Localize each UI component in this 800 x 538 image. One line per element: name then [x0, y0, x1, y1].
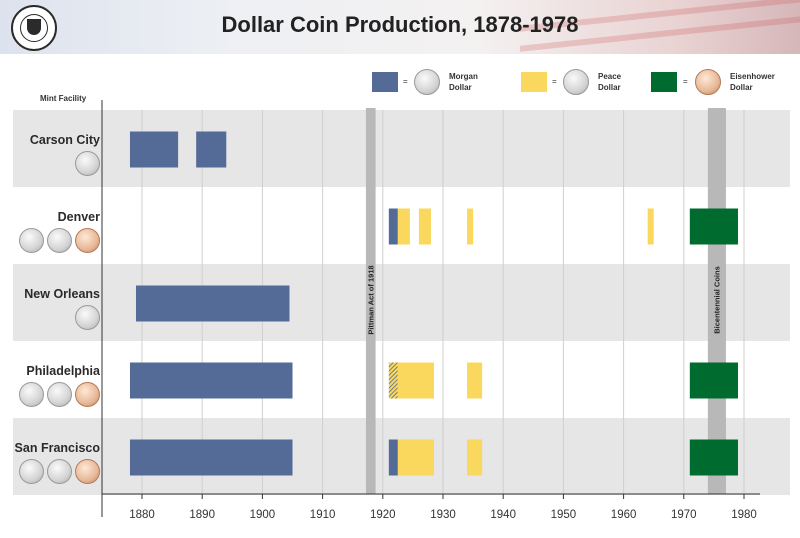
row-label: New Orleans: [24, 287, 100, 301]
row-label: Carson City: [29, 133, 100, 147]
seal-shield: [27, 19, 41, 35]
x-tick-label: 1890: [189, 509, 215, 521]
x-tick-label: 1910: [310, 509, 336, 521]
x-tick-label: 1930: [430, 509, 456, 521]
bar-morgan: [388, 208, 398, 245]
bar-peace: [467, 439, 483, 476]
bar-morgan: [135, 285, 290, 322]
copper-coin-icon: [75, 228, 100, 253]
bar-peace: [647, 208, 654, 245]
chart-title: Dollar Coin Production, 1878-1978: [221, 12, 579, 37]
morgan-coin-icon: [414, 69, 440, 95]
bar-peace: [397, 439, 434, 476]
row-coin-icons: [19, 382, 100, 408]
annotation-band: [365, 108, 376, 494]
bar-peace: [397, 208, 410, 245]
row-label: Denver: [57, 210, 100, 224]
bar-eisenhower: [689, 208, 738, 245]
legend-equals: =: [403, 77, 408, 86]
x-tick-label: 1880: [129, 509, 155, 521]
legend-label-peace-1: Peace: [598, 72, 622, 81]
legend-swatch-morgan: [372, 72, 398, 92]
bar-peace: [397, 362, 434, 399]
legend-equals: =: [552, 77, 557, 86]
x-tick-label: 1970: [671, 509, 697, 521]
legend-label-eisenhower-1: Eisenhower: [730, 72, 775, 81]
x-tick-label: 1960: [611, 509, 637, 521]
bar-eisenhower: [689, 439, 738, 476]
bar-eisenhower: [689, 362, 738, 399]
legend-equals: =: [683, 77, 688, 86]
silver-coin-icon: [75, 151, 100, 176]
row-coin-icons: [19, 459, 100, 485]
eisenhower-coin-icon: [695, 69, 721, 95]
bar-morgan: [388, 439, 398, 476]
row-label: San Francisco: [14, 441, 100, 455]
bar-morgan: [196, 131, 227, 168]
annotation-label: Bicentennial Coins: [712, 266, 721, 334]
bar-morgan: [388, 362, 398, 399]
silver-coin-icon: [47, 459, 72, 484]
legend-label-morgan-1: Morgan: [449, 72, 478, 81]
bar-morgan: [129, 362, 293, 399]
legend-label-eisenhower-2: Dollar: [730, 83, 753, 92]
row-coin-icons: [75, 305, 100, 331]
legend-swatch-eisenhower: [651, 72, 677, 92]
annotation-label: Pittman Act of 1918: [366, 265, 375, 334]
header-banner: Dollar Coin Production, 1878-1978: [0, 0, 800, 54]
mint-seal-icon: [11, 5, 57, 51]
x-tick-label: 1980: [731, 509, 757, 521]
x-tick-label: 1940: [490, 509, 516, 521]
legend-label-peace-2: Dollar: [598, 83, 621, 92]
bar-peace: [467, 208, 474, 245]
x-tick-label: 1950: [551, 509, 577, 521]
peace-coin-icon: [563, 69, 589, 95]
silver-coin-icon: [19, 382, 44, 407]
silver-coin-icon: [19, 459, 44, 484]
row-band: [13, 264, 790, 341]
legend-label-morgan-2: Dollar: [449, 83, 472, 92]
bar-peace: [418, 208, 431, 245]
row-label: Philadelphia: [26, 364, 100, 378]
bar-morgan: [129, 131, 179, 168]
legend-swatch-peace: [521, 72, 547, 92]
bar-peace: [467, 362, 483, 399]
row-band: [13, 110, 790, 187]
silver-coin-icon: [75, 305, 100, 330]
silver-coin-icon: [19, 228, 44, 253]
copper-coin-icon: [75, 459, 100, 484]
x-tick-label: 1920: [370, 509, 396, 521]
silver-coin-icon: [47, 228, 72, 253]
copper-coin-icon: [75, 382, 100, 407]
x-tick-label: 1900: [250, 509, 276, 521]
row-coin-icons: [19, 228, 100, 254]
seal-ring: [20, 14, 48, 42]
y-axis-title: Mint Facility: [40, 94, 87, 103]
row-coin-icons: [75, 151, 100, 177]
silver-coin-icon: [47, 382, 72, 407]
bar-morgan: [129, 439, 293, 476]
